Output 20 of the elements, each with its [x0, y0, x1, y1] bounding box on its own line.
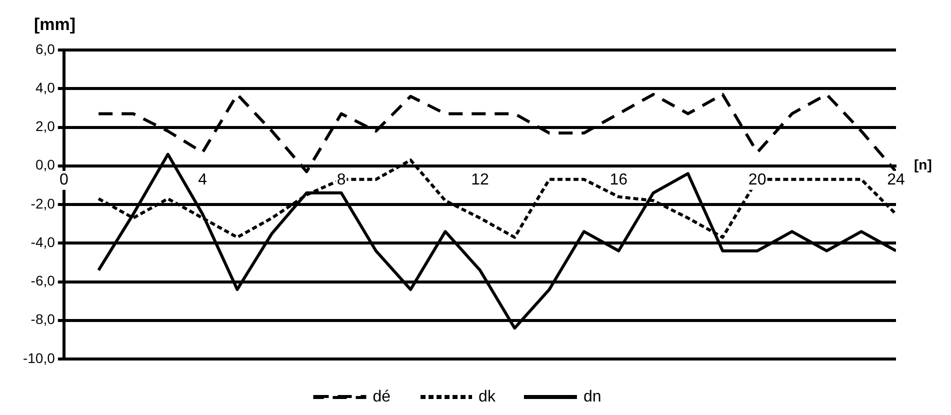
- y-tick-label: 6,0: [35, 40, 56, 57]
- y-tick-label: 4,0: [35, 79, 56, 96]
- y-tick-label: 2,0: [35, 118, 56, 134]
- legend-label: dn: [583, 388, 602, 406]
- legend-label: dk: [478, 388, 496, 406]
- y-tick-label: -10,0: [22, 350, 56, 366]
- x-axis-title: [n]: [914, 156, 932, 173]
- x-tick-label: 24: [887, 171, 905, 188]
- y-tick-label: 0,0: [35, 156, 56, 173]
- x-tick-label: 20: [748, 171, 766, 188]
- x-tick-label: 16: [610, 171, 628, 188]
- y-tick-label: -4,0: [30, 234, 56, 250]
- x-tick-label: 12: [471, 171, 489, 188]
- x-tick-label: 4: [198, 171, 208, 188]
- x-tick-label: 0: [59, 171, 68, 188]
- y-axis-title: [mm]: [34, 15, 76, 34]
- y-tick-label: -8,0: [30, 311, 56, 328]
- y-tick-label: -2,0: [30, 195, 56, 212]
- legend-label: dé: [372, 388, 391, 406]
- y-tick-label: -6,0: [30, 272, 56, 289]
